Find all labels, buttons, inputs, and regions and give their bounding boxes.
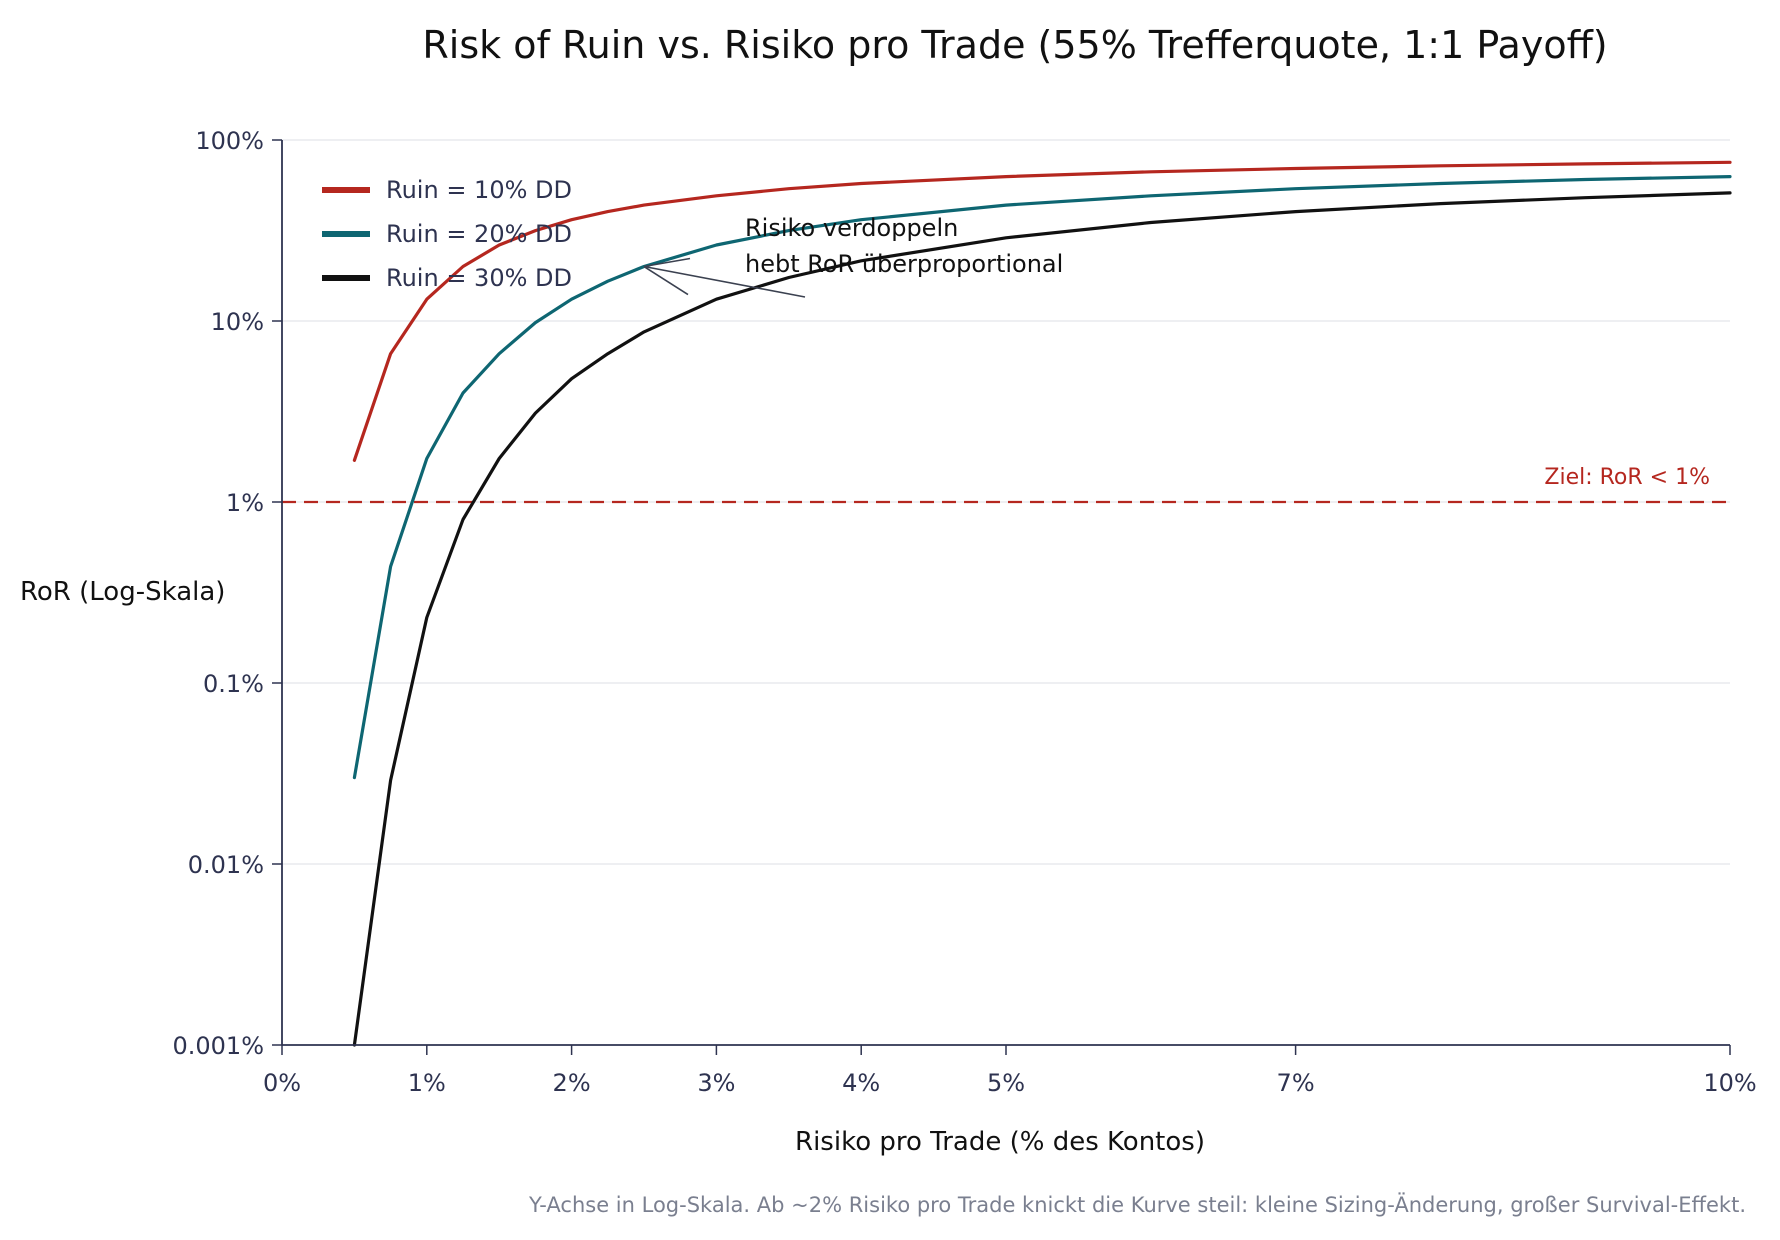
- x-tick-label: 7%: [1277, 1069, 1315, 1097]
- chart-caption: Y-Achse in Log-Skala. Ab ~2% Risiko pro …: [528, 1192, 1746, 1217]
- annotation-line-2: hebt RoR überproportional: [745, 250, 1063, 278]
- y-tick-label: 0.01%: [188, 851, 264, 879]
- x-tick-label: 3%: [697, 1069, 735, 1097]
- y-tick-label: 100%: [195, 127, 264, 155]
- x-tick-label: 5%: [987, 1069, 1025, 1097]
- annotation-line-1: Risiko verdoppeln: [745, 214, 958, 242]
- legend: Ruin = 10% DD Ruin = 20% DD Ruin = 30% DD: [322, 176, 572, 292]
- y-tick-label: 0.001%: [172, 1032, 264, 1060]
- x-tick-label: 4%: [842, 1069, 880, 1097]
- target-line-group: Ziel: RoR < 1%: [282, 465, 1730, 504]
- axes: 0.001% 0.01% 0.1% 1% 10% 100% 0% 1% 2% 3% 4% 5% 7% 10…: [172, 127, 1756, 1097]
- legend-label-1: Ruin = 10% DD: [386, 176, 572, 204]
- annotation-arrowhead-lower: [643, 265, 689, 296]
- series-lines: [352, 160, 1732, 1047]
- x-axis-label: Risiko pro Trade (% des Kontos): [795, 1127, 1205, 1157]
- series-line-2: [352, 175, 1732, 780]
- y-tick-label: 1%: [226, 489, 264, 517]
- x-tick-label: 0%: [263, 1069, 301, 1097]
- y-axis-label: RoR (Log-Skala): [20, 577, 225, 607]
- legend-label-3: Ruin = 30% DD: [386, 264, 572, 292]
- x-tick-label: 2%: [553, 1069, 591, 1097]
- annotation-arrow-shaft: [643, 265, 806, 298]
- annotation: Risiko verdoppeln hebt RoR überproportion…: [643, 214, 1063, 298]
- x-tick-label: 10%: [1703, 1069, 1756, 1097]
- chart-title: Risk of Ruin vs. Risiko pro Trade (55% T…: [422, 23, 1607, 67]
- series-line-1: [352, 160, 1732, 462]
- y-tick-label: 10%: [211, 308, 264, 336]
- series-line-3: [352, 191, 1732, 1047]
- x-tick-label: 1%: [408, 1069, 446, 1097]
- y-tick-label: 0.1%: [203, 670, 264, 698]
- target-reference-label: Ziel: RoR < 1%: [1544, 465, 1710, 490]
- annotation-arrowhead-upper: [643, 257, 691, 268]
- legend-label-2: Ruin = 20% DD: [386, 220, 572, 248]
